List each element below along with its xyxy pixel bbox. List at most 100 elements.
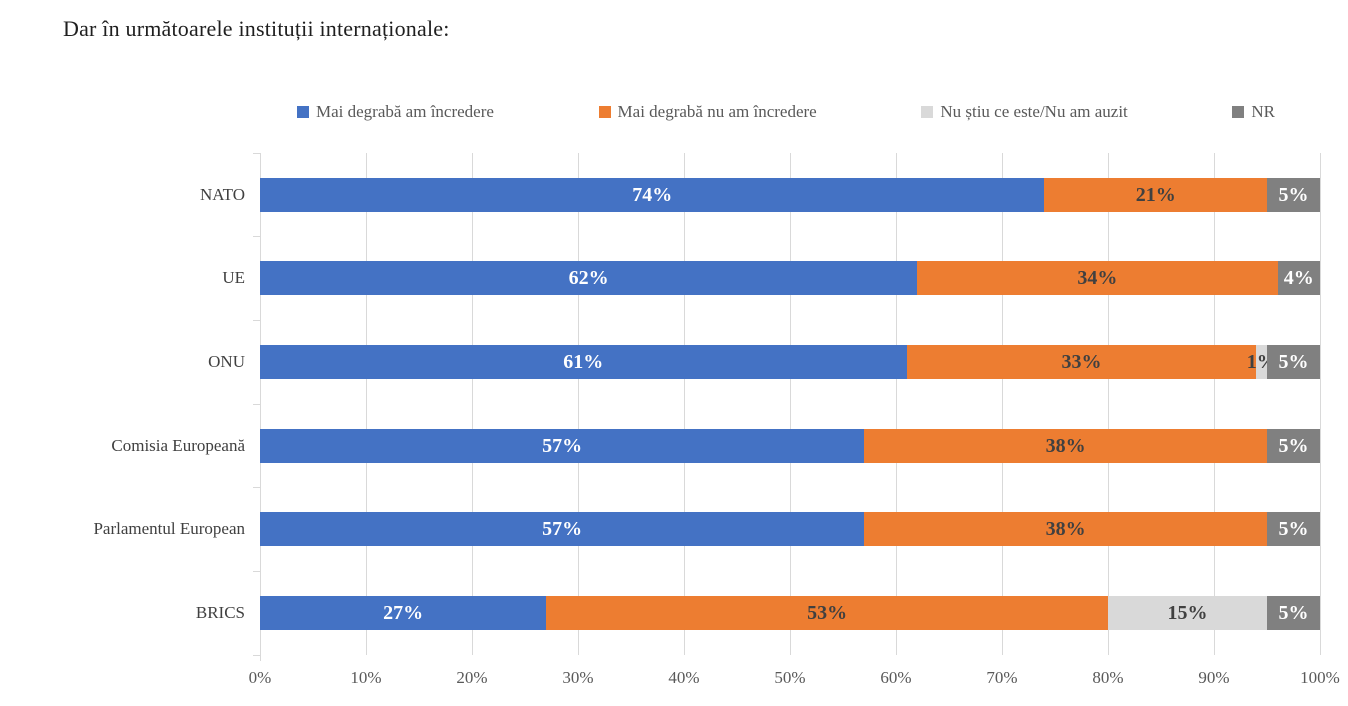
bar-segment: 34%: [917, 261, 1278, 296]
bar-segment: 62%: [260, 261, 918, 296]
bar-stack: 27% 53% 15% 5%: [260, 596, 1320, 631]
x-tick-label: 40%: [668, 668, 700, 687]
bar-stack: 57% 38% 5%: [260, 428, 1320, 463]
bar-value-label: 33%: [1061, 351, 1102, 374]
category-label: NATO: [199, 184, 245, 204]
legend-item: Nu știu ce este/Nu am auzit: [921, 102, 1128, 122]
bar-segment: 21%: [1044, 177, 1267, 212]
category-label: Parlamentul European: [93, 519, 245, 539]
bar-value-label: 15%: [1167, 602, 1208, 625]
plot-area: 74% 21% 5% 62% 34% 4% 61% 33% 1% 5% 57% 38% 5% 57% 38%…: [253, 152, 1321, 661]
axis-tick: [253, 152, 260, 154]
category-label: BRICS: [195, 603, 245, 623]
bar-row: 27% 53% 15% 5%: [260, 571, 1320, 655]
bar-value-label: 27%: [383, 602, 424, 625]
bar-segment: 38%: [864, 512, 1267, 547]
bar-value-label: 5%: [1278, 518, 1309, 541]
bar-segment: 74%: [260, 177, 1045, 212]
x-tick-label: 50%: [774, 668, 806, 687]
axis-tick: [253, 319, 260, 321]
category-labels: NATO UE ONU Comisia Europeană Parlamentul Eu…: [0, 153, 260, 655]
x-tick-label: 60%: [880, 668, 912, 687]
axis-tick: [253, 403, 260, 405]
bar-row: 74% 21% 5%: [260, 153, 1320, 237]
bar-segment: 33%: [906, 345, 1257, 380]
bar-segment: 5%: [1266, 428, 1320, 463]
bar-value-label: 5%: [1278, 434, 1309, 457]
gridline: [1107, 153, 1109, 655]
x-tick-label: 10%: [350, 668, 382, 687]
legend-item: NR: [1232, 102, 1275, 122]
axis-tick: [253, 236, 260, 238]
legend-label: Mai degrabă am încredere: [316, 102, 494, 121]
gridline: [789, 153, 791, 655]
legend-label: Nu știu ce este/Nu am auzit: [940, 102, 1128, 121]
bar-segment: 15%: [1107, 596, 1267, 631]
bar-segment: 27%: [260, 596, 547, 631]
bar-value-label: 4%: [1283, 267, 1314, 290]
bar-value-label: 5%: [1278, 602, 1309, 625]
x-tick-label: 80%: [1092, 668, 1124, 687]
category-label: ONU: [208, 352, 245, 372]
bar-value-label: 57%: [542, 518, 583, 541]
legend-swatch: [1232, 106, 1245, 118]
x-tick-label: 0%: [248, 668, 272, 687]
x-tick-label: 100%: [1300, 668, 1340, 687]
bar-value-label: 5%: [1278, 351, 1309, 374]
bar-stack: 61% 33% 1% 5%: [260, 345, 1320, 380]
gridline: [1001, 153, 1003, 655]
x-axis-labels: 0% 10% 20% 30% 40% 50% 60% 70% 80% 90% 100%: [249, 668, 1340, 694]
bar-value-label: 21%: [1135, 183, 1176, 206]
bar-value-label: 38%: [1045, 518, 1086, 541]
axis-tick: [259, 655, 261, 661]
bar-value-label: 5%: [1278, 183, 1309, 206]
category-label: UE: [222, 268, 245, 288]
bar-value-label: 62%: [568, 267, 609, 290]
bar-segment: 5%: [1266, 345, 1320, 380]
bar-row: 61% 33% 1% 5%: [260, 320, 1320, 404]
x-tick-label: 20%: [456, 668, 488, 687]
bar-segment: 5%: [1266, 177, 1320, 212]
category-label: Comisia Europeană: [111, 435, 245, 455]
gridline: [577, 153, 579, 655]
axis-tick: [253, 654, 260, 656]
legend-swatch: [297, 106, 309, 118]
gridline: [1319, 153, 1321, 655]
bar-row: 62% 34% 4%: [260, 237, 1320, 321]
legend-swatch: [921, 106, 934, 118]
bar-segment: 5%: [1266, 596, 1320, 631]
bar-segment: 4%: [1277, 261, 1320, 296]
bar-value-label: 38%: [1045, 434, 1086, 457]
bar-value-label: 57%: [542, 434, 583, 457]
legend-label: Mai degrabă nu am încredere: [617, 102, 817, 121]
bar-stack: 62% 34% 4%: [260, 261, 1320, 296]
bar-value-label: 74%: [632, 183, 673, 206]
legend-item: Mai degrabă am încredere: [297, 102, 494, 122]
gridline: [895, 153, 897, 655]
x-tick-label: 30%: [562, 668, 594, 687]
x-tick-label: 90%: [1198, 668, 1230, 687]
legend-swatch: [598, 106, 611, 118]
x-tick-label: 70%: [986, 668, 1018, 687]
legend-item: Mai degrabă nu am încredere: [598, 102, 817, 122]
gridline: [683, 153, 685, 655]
axis-tick: [253, 487, 260, 489]
bar-segment: 5%: [1266, 512, 1320, 547]
bar-value-label: 61%: [563, 351, 604, 374]
bar-row: 57% 38% 5%: [260, 488, 1320, 572]
chart-title: Dar în următoarele instituții internațio…: [63, 16, 450, 41]
bar-segment: 38%: [864, 428, 1267, 463]
y-axis-line: [259, 153, 261, 661]
bar-segment: 53%: [546, 596, 1108, 631]
gridline: [471, 153, 473, 655]
legend: Mai degrabă am încredere Mai degrabă nu a…: [297, 100, 1275, 124]
gridline: [1213, 153, 1215, 655]
axis-tick: [253, 570, 260, 572]
bar-segment: 1%: [1247, 345, 1277, 380]
bar-value-label: 34%: [1077, 267, 1118, 290]
gridline: [365, 153, 367, 655]
bar-stack: 74% 21% 5%: [260, 177, 1320, 212]
bar-segment: 61%: [260, 345, 907, 380]
bar-segment: 57%: [260, 428, 865, 463]
